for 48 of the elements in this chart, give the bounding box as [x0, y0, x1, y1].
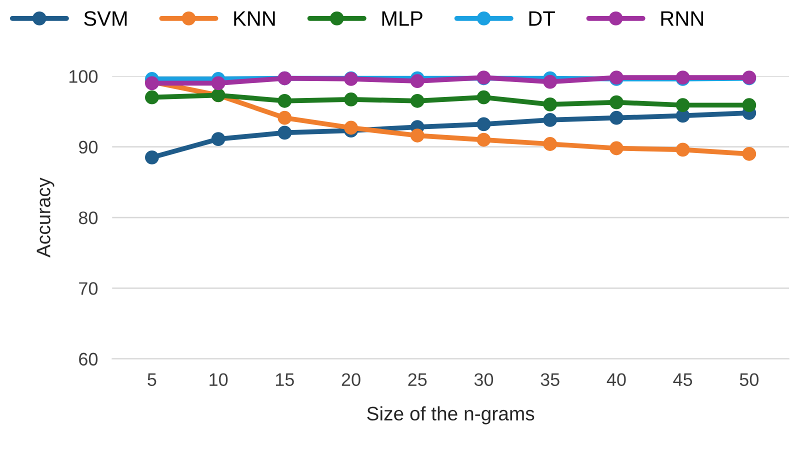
- point: [211, 132, 226, 146]
- x-tick-label: 10: [210, 373, 228, 386]
- x-tick-label: 5: [148, 373, 156, 386]
- x-tick-label: 25: [408, 373, 427, 386]
- y-tick-label: 90: [79, 140, 98, 154]
- point: [278, 94, 292, 108]
- legend-label: DT: [529, 11, 555, 26]
- legend-label: RNN: [661, 11, 704, 26]
- point: [610, 95, 624, 110]
- legend-label: MLP: [382, 11, 422, 26]
- point: [344, 92, 358, 106]
- point: [476, 132, 491, 147]
- point: [211, 76, 226, 90]
- x-tick-label: 15: [276, 373, 294, 386]
- x-tick-label: 50: [740, 373, 759, 386]
- point: [742, 98, 756, 112]
- point: [410, 74, 424, 88]
- point: [344, 120, 358, 135]
- point: [610, 141, 624, 156]
- y-tick-label: 80: [78, 211, 98, 224]
- point: [476, 117, 491, 132]
- point: [476, 90, 491, 104]
- legend-label: KNN: [234, 11, 275, 26]
- x-tick-label: 30: [474, 373, 494, 386]
- y-tick-label: 60: [79, 352, 98, 366]
- point: [543, 137, 558, 151]
- point: [676, 98, 690, 112]
- x-tick-label: 40: [606, 373, 626, 386]
- point: [278, 110, 292, 125]
- point: [410, 128, 424, 142]
- point: [278, 126, 292, 140]
- point: [676, 142, 690, 157]
- x-tick-label: 45: [673, 373, 692, 386]
- x-tick-label: 35: [540, 373, 560, 386]
- x-tick-label: 20: [342, 373, 360, 386]
- point: [543, 113, 558, 127]
- y-axis-title: Accuracy: [36, 178, 54, 258]
- y-tick-label: 100: [70, 70, 98, 83]
- point: [543, 97, 558, 112]
- y-tick-label: 70: [79, 282, 98, 295]
- point: [543, 74, 558, 89]
- point: [742, 146, 756, 161]
- point: [145, 90, 159, 104]
- point: [410, 94, 424, 108]
- point: [145, 150, 159, 164]
- point: [610, 110, 624, 125]
- legend-label: SVM: [84, 11, 127, 26]
- x-axis-title: Size of the n-grams: [367, 406, 534, 424]
